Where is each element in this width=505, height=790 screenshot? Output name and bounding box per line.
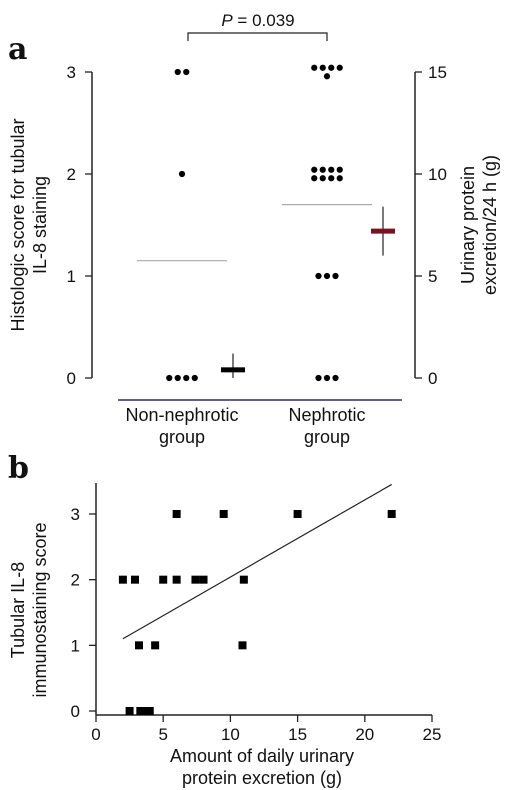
panel-a-right-tick-label: 10 [428,165,447,184]
panel-a-labels: Histologic score for tubular IL-8 stainin… [8,118,500,447]
score-dot [323,374,331,382]
score-dot [328,175,335,182]
panel-b-x-tick-label: 20 [355,725,374,744]
panel-a-label: a [8,32,27,67]
regression-line [122,483,392,640]
score-dot [174,374,181,382]
panel-a-right-tick-label: 5 [428,267,437,286]
score-dot [336,166,343,173]
panel-a-marks [137,64,395,382]
panel-a-left-axis-label: Histologic score for tubular IL-8 stainin… [8,118,50,331]
score-dot [183,374,190,382]
data-point [141,707,150,715]
score-dot [328,64,335,71]
bracket-line [187,32,328,41]
panel-b-y-tick-label: 0 [71,702,80,721]
panel-b-x-tick-label: 15 [288,725,307,744]
score-dot [311,175,318,182]
panel-a-ticks: 0 1 2 3 0 5 10 15 [67,63,447,388]
panel-a-axes [91,72,416,401]
panel-a-group-label: Nephrotic group [288,405,365,447]
protein-mean-marker [371,228,395,234]
data-point [238,641,247,650]
panel-a-left-tick-label: 1 [67,267,76,286]
panel-b-x-tick-label: 10 [221,725,240,744]
panel-b-x-tick-label: 0 [91,725,100,744]
panel-b-y-tick-label: 2 [71,571,80,590]
score-dot [336,64,343,71]
score-dot [311,166,318,173]
panel-b-x-axis-label: Amount of daily urinary protein excretion… [170,746,354,788]
data-point [239,575,248,584]
score-dot [319,175,326,182]
score-dot [323,73,331,80]
data-point [172,575,181,584]
panel-a-right-tick-label: 15 [428,63,447,82]
score-dot [328,166,335,173]
p-value-prefix: P [221,11,233,30]
panel-b-y-axis-label: Tubular IL-8 immunostaining score [8,522,50,697]
panel-a-left-tick-label: 2 [67,165,76,184]
score-dot [178,170,186,178]
panel-a-right-axis-label: Urinary protein excretion/24 h (g) [458,155,500,295]
panel-a-left-tick-label: 3 [67,63,76,82]
panel-a-group-label: Non-nephrotic group [125,405,238,447]
score-dot [183,68,190,76]
score-dot [191,374,198,382]
p-value-bracket: P = 0.039 [187,11,328,41]
data-point [219,510,228,518]
score-dot [319,64,326,71]
score-dot [174,68,181,76]
panel-b-x-tick-label: 25 [423,725,442,744]
panel-b-marks [118,483,396,715]
panel-a-left-tick-label: 0 [67,369,76,388]
data-point [387,510,396,518]
panel-b-x-tick-label: 5 [158,725,167,744]
panel-b-axes [95,483,432,716]
panel-b-y-tick-label: 3 [71,505,80,524]
p-value-text: = 0.039 [233,11,295,30]
protein-mean-marker [221,367,245,373]
score-dot [315,272,322,280]
data-point [136,707,145,715]
data-point [293,510,302,518]
data-point [145,707,154,715]
score-dot [332,272,339,280]
score-dot [315,374,322,382]
data-point [130,575,139,584]
data-point [159,575,168,584]
panel-b-ticks: 0 1 2 3 0 5 10 15 20 25 [71,505,442,744]
panel-b-labels: Amount of daily urinary protein excretion… [8,522,354,788]
panel-b-label: b [8,451,29,486]
score-dot [319,166,326,173]
score-dot [166,374,173,382]
data-point [125,707,134,715]
data-point [135,641,144,650]
score-dot [336,175,343,182]
p-value-annotation: P = 0.039 [221,11,294,30]
data-point [172,510,181,518]
score-dot [332,374,339,382]
panel-b-y-tick-label: 1 [71,636,80,655]
data-point [151,641,160,650]
data-point [118,575,127,584]
score-dot [323,272,331,280]
data-point [199,575,208,584]
panel-a-right-tick-label: 0 [428,369,437,388]
score-dot [311,64,318,71]
data-point [191,575,200,584]
